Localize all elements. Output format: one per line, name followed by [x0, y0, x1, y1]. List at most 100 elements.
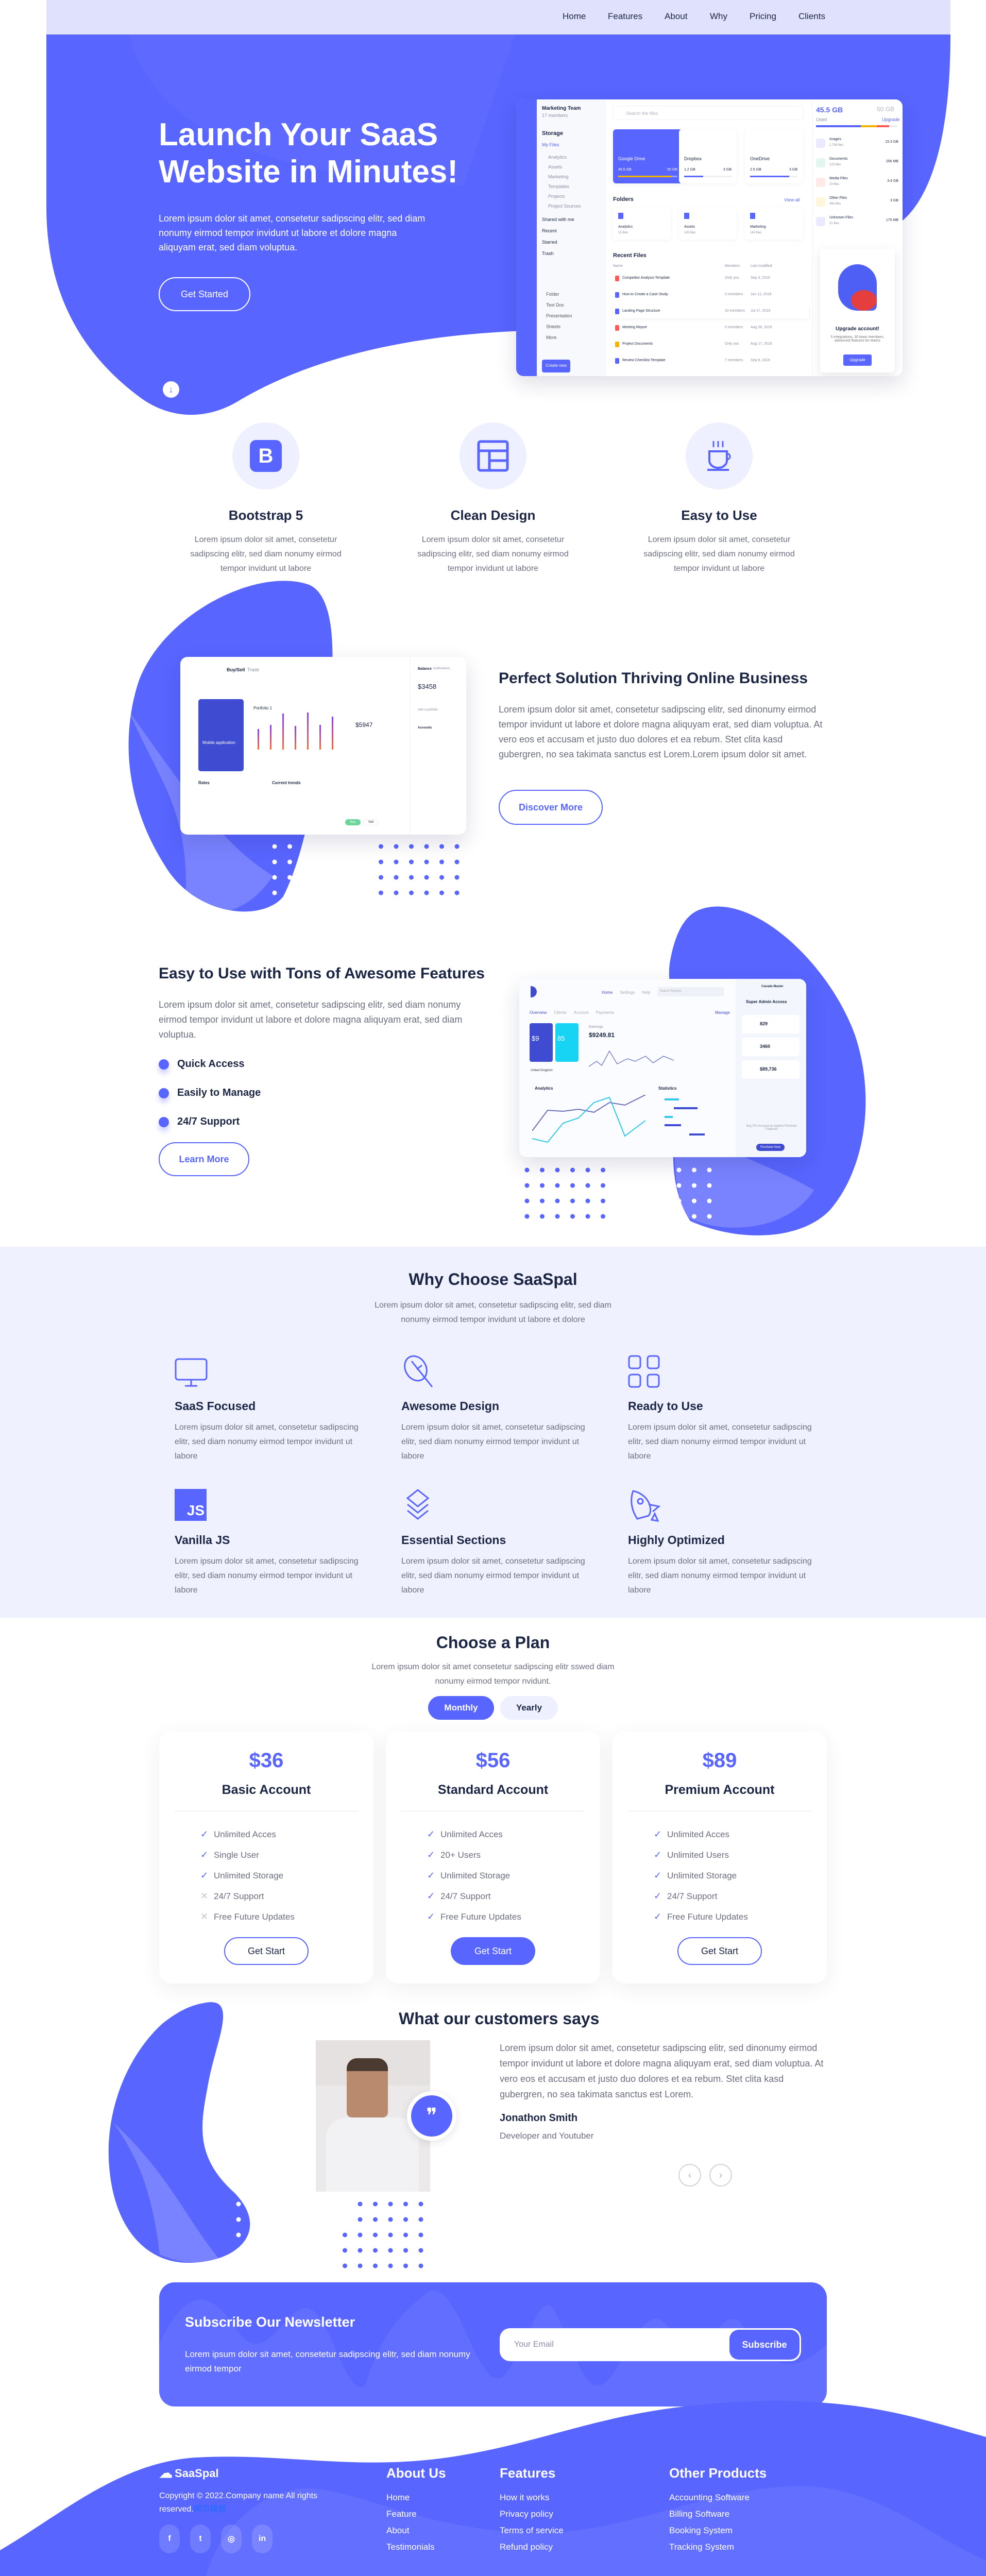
- mock2-bar-chart: [253, 713, 341, 750]
- mock2-sell: Sell: [363, 819, 379, 825]
- file-type-size: 175 MB: [886, 218, 898, 222]
- footer-link[interactable]: How it works: [500, 2493, 550, 2502]
- footer-link[interactable]: Accounting Software: [669, 2493, 750, 2502]
- nav-features[interactable]: Features: [608, 11, 643, 21]
- file-type-name: Images: [829, 138, 841, 141]
- dot: [388, 2248, 393, 2253]
- footer-link[interactable]: Terms of service: [500, 2526, 564, 2535]
- file-members: 10 members: [725, 309, 745, 313]
- mock2-add-portfolio: Add a portfolio: [418, 708, 438, 711]
- file-type-name: Documents: [829, 157, 848, 161]
- get-started-button[interactable]: Get Started: [159, 277, 250, 311]
- footer-link[interactable]: Feature: [386, 2509, 417, 2519]
- file-type-row: Unknown Files 51 files 175 MB: [816, 214, 898, 230]
- feature-card: B Bootstrap 5 Lorem ipsum dolor sit amet, …: [173, 422, 359, 576]
- mock3-nav-item: Help: [642, 990, 651, 995]
- plan-feature-label: 24/7 Support: [214, 1891, 264, 1901]
- next-arrow-button[interactable]: ›: [709, 2164, 732, 2187]
- plan-feature-label: Unlimited Users: [667, 1850, 729, 1860]
- dot: [409, 875, 414, 880]
- footer-link[interactable]: Booking System: [669, 2526, 733, 2535]
- get-start-button[interactable]: Get Start: [677, 1937, 762, 1965]
- learn-more-button[interactable]: Learn More: [159, 1142, 249, 1176]
- nav-about[interactable]: About: [665, 11, 688, 21]
- plan-feature-label: Unlimited Storage: [667, 1871, 737, 1880]
- dot: [616, 1167, 621, 1173]
- copyright-text: Copyright © 2022.Company name All rights…: [159, 2492, 318, 2514]
- mockup-upgrade-button: Upgrade: [843, 354, 872, 366]
- footer-copyright: Copyright © 2022.Company name All rights…: [159, 2489, 324, 2516]
- plan-card: $36 Basic Account ✓ Unlimited Acces ✓ Single …: [159, 1731, 373, 1984]
- dot: [272, 890, 277, 895]
- dot: [676, 1183, 682, 1188]
- file-type-count: 1,756 files: [829, 144, 844, 147]
- prev-arrow-button[interactable]: ‹: [678, 2164, 701, 2187]
- mock2-accounts: Accounts: [418, 726, 432, 730]
- footer-column-title: Other Products: [669, 2465, 767, 2481]
- file-row: Landing Page Structure 10 members Jul 17, …: [613, 305, 809, 318]
- dot: [394, 844, 399, 849]
- arrow-down-icon[interactable]: ↓: [163, 381, 179, 398]
- footer-column-title: About Us: [386, 2465, 446, 2481]
- dot: [379, 859, 383, 865]
- plan-feature-label: Unlimited Storage: [440, 1871, 511, 1880]
- footer-link[interactable]: About: [386, 2526, 410, 2535]
- feature-text: Lorem ipsum dolor sit amet, consetetur s…: [643, 535, 795, 573]
- dot: [409, 859, 414, 865]
- dot: [297, 2263, 302, 2268]
- twitter-icon[interactable]: t: [190, 2524, 211, 2553]
- get-start-button[interactable]: Get Start: [224, 1937, 309, 1965]
- get-start-button[interactable]: Get Start: [451, 1937, 535, 1965]
- dot: [251, 2263, 256, 2268]
- tools-dashboard-mockup: Home Settings Help Search Reports Overview…: [519, 979, 806, 1157]
- top-nav: Home Features About Why Pricing Clients: [46, 0, 950, 35]
- why-item-text: Lorem ipsum dolor sit amet, consetetur s…: [628, 1423, 812, 1461]
- toggle-yearly[interactable]: Yearly: [500, 1696, 558, 1720]
- email-input[interactable]: [514, 2333, 720, 2356]
- nav-why[interactable]: Why: [710, 11, 727, 21]
- footer-link[interactable]: Billing Software: [669, 2509, 730, 2519]
- feature-card: Easy to Use Lorem ipsum dolor sit amet, c…: [626, 422, 812, 576]
- footer-link[interactable]: Home: [386, 2493, 410, 2502]
- nav-home[interactable]: Home: [563, 11, 586, 21]
- plan-feature-label: Unlimited Acces: [440, 1829, 503, 1839]
- footer-link[interactable]: Testimonials: [386, 2542, 435, 2552]
- dot: [601, 1214, 605, 1219]
- discover-more-button[interactable]: Discover More: [499, 790, 603, 825]
- dot: [297, 2201, 302, 2207]
- bullet-icon: [159, 1088, 169, 1098]
- check-icon: ✓: [654, 1870, 662, 1880]
- dot: [555, 1183, 560, 1188]
- file-row: Project Documents Only you Aug 17, 2019: [613, 338, 809, 351]
- dot: [251, 2232, 256, 2238]
- nav-pricing[interactable]: Pricing: [750, 11, 776, 21]
- subscribe-button[interactable]: Subscribe: [729, 2330, 800, 2360]
- mockup-used-label: Used: [816, 117, 827, 122]
- footer-link[interactable]: Privacy policy: [500, 2509, 553, 2519]
- file-type-row: Images 1,756 files 15.3 GB: [816, 135, 898, 152]
- linkedin-icon[interactable]: in: [252, 2524, 273, 2553]
- mock3-analytics: Analytics: [535, 1086, 553, 1091]
- dot: [570, 1214, 575, 1219]
- why-item-title: Vanilla JS: [175, 1533, 230, 1547]
- footer-link[interactable]: Tracking System: [669, 2542, 734, 2552]
- dot: [266, 2217, 271, 2222]
- mock2-rates: Rates: [198, 781, 210, 785]
- footer-link[interactable]: Refund policy: [500, 2542, 553, 2552]
- plan-feature: ✓ Unlimited Storage: [654, 1870, 737, 1881]
- mock3-nav-item: Settings: [620, 990, 635, 995]
- facebook-icon[interactable]: f: [159, 2524, 180, 2553]
- instagram-icon[interactable]: ◎: [221, 2524, 242, 2553]
- mock3-tab: Payments: [596, 1010, 615, 1015]
- check-icon: ✓: [200, 1850, 209, 1860]
- nav-clients[interactable]: Clients: [798, 11, 825, 21]
- copyright-link[interactable]: 网页模板: [193, 2505, 227, 2514]
- why-item: JS Vanilla JS Lorem ipsum dolor sit amet, …: [175, 1489, 370, 1598]
- plan-feature-label: 24/7 Support: [440, 1891, 491, 1901]
- mock3-earnings-label: Earnings: [589, 1025, 603, 1029]
- why-item: Highly Optimized Lorem ipsum dolor sit am…: [628, 1489, 824, 1598]
- mock2-buy: Buy: [345, 819, 361, 825]
- mockup-sidebar: [516, 99, 537, 376]
- hero-title: Launch Your SaaS Website in Minutes!: [159, 116, 478, 191]
- toggle-monthly[interactable]: Monthly: [428, 1696, 494, 1720]
